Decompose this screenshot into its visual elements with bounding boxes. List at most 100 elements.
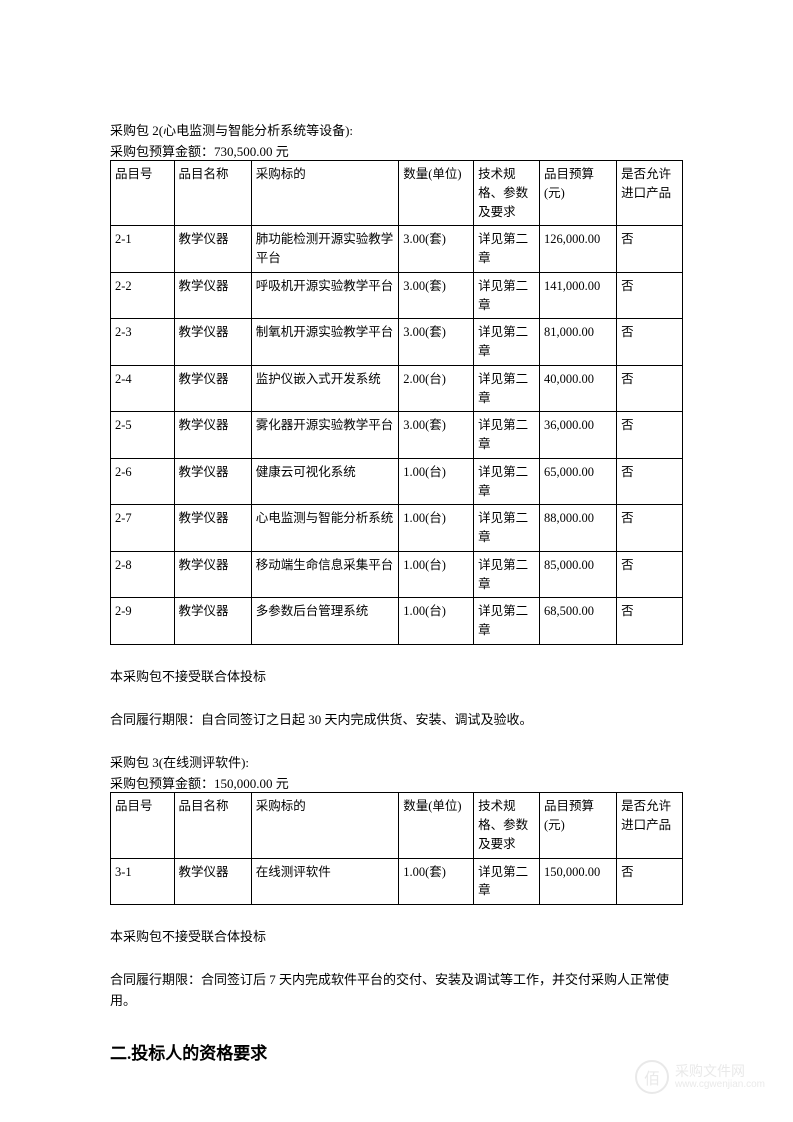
- table-row: 2-1 教学仪器 肺功能检测开源实验教学平台 3.00(套) 详见第二章 126…: [111, 226, 683, 273]
- table-row: 2-9 教学仪器 多参数后台管理系统 1.00(台) 详见第二章 68,500.…: [111, 598, 683, 645]
- cell-target: 在线测评软件: [251, 858, 399, 905]
- cell-qty: 1.00(台): [399, 458, 474, 505]
- header-id: 品目号: [111, 793, 175, 858]
- cell-qty: 3.00(套): [399, 319, 474, 366]
- cell-import: 否: [617, 226, 683, 273]
- cell-tech: 详见第二章: [474, 226, 540, 273]
- cell-import: 否: [617, 598, 683, 645]
- cell-tech: 详见第二章: [474, 858, 540, 905]
- cell-target: 雾化器开源实验教学平台: [251, 412, 399, 459]
- cell-import: 否: [617, 458, 683, 505]
- watermark-icon: 佰: [635, 1060, 669, 1094]
- package3-title: 采购包 3(在线测评软件):: [110, 752, 683, 771]
- watermark-bottom: www.cgwenjian.com: [675, 1079, 765, 1091]
- package3-budget-value: 150,000.00 元: [214, 776, 289, 791]
- cell-qty: 2.00(台): [399, 365, 474, 412]
- cell-budget: 68,500.00: [539, 598, 616, 645]
- table-row: 2-6 教学仪器 健康云可视化系统 1.00(台) 详见第二章 65,000.0…: [111, 458, 683, 505]
- package3-table: 品目号 品目名称 采购标的 数量(单位) 技术规格、参数及要求 品目预算(元) …: [110, 792, 683, 905]
- cell-name: 教学仪器: [174, 365, 251, 412]
- cell-qty: 1.00(套): [399, 858, 474, 905]
- header-tech: 技术规格、参数及要求: [474, 161, 540, 226]
- header-name: 品目名称: [174, 793, 251, 858]
- cell-id: 2-2: [111, 272, 175, 319]
- cell-target: 监护仪嵌入式开发系统: [251, 365, 399, 412]
- cell-budget: 141,000.00: [539, 272, 616, 319]
- cell-id: 2-8: [111, 551, 175, 598]
- cell-budget: 126,000.00: [539, 226, 616, 273]
- table-row: 2-5 教学仪器 雾化器开源实验教学平台 3.00(套) 详见第二章 36,00…: [111, 412, 683, 459]
- header-import: 是否允许进口产品: [617, 793, 683, 858]
- cell-name: 教学仪器: [174, 858, 251, 905]
- table-header-row: 品目号 品目名称 采购标的 数量(单位) 技术规格、参数及要求 品目预算(元) …: [111, 161, 683, 226]
- cell-id: 2-3: [111, 319, 175, 366]
- cell-id: 2-1: [111, 226, 175, 273]
- cell-name: 教学仪器: [174, 458, 251, 505]
- watermark-top: 采购文件网: [675, 1063, 765, 1080]
- watermark-text: 采购文件网 www.cgwenjian.com: [675, 1063, 765, 1092]
- header-budget: 品目预算(元): [539, 793, 616, 858]
- package3-budget: 采购包预算金额：150,000.00 元: [110, 773, 683, 792]
- cell-target: 制氧机开源实验教学平台: [251, 319, 399, 366]
- cell-target: 肺功能检测开源实验教学平台: [251, 226, 399, 273]
- cell-budget: 88,000.00: [539, 505, 616, 552]
- package3-note1: 本采购包不接受联合体投标: [110, 927, 683, 948]
- cell-qty: 1.00(台): [399, 505, 474, 552]
- header-budget: 品目预算(元): [539, 161, 616, 226]
- cell-name: 教学仪器: [174, 412, 251, 459]
- cell-tech: 详见第二章: [474, 505, 540, 552]
- package2-title: 采购包 2(心电监测与智能分析系统等设备):: [110, 120, 683, 139]
- package2-budget-label: 采购包预算金额：: [110, 144, 214, 159]
- cell-name: 教学仪器: [174, 226, 251, 273]
- table-row: 2-2 教学仪器 呼吸机开源实验教学平台 3.00(套) 详见第二章 141,0…: [111, 272, 683, 319]
- cell-tech: 详见第二章: [474, 551, 540, 598]
- package3-note2: 合同履行期限：合同签订后 7 天内完成软件平台的交付、安装及调试等工作，并交付采…: [110, 970, 683, 1012]
- cell-qty: 1.00(台): [399, 598, 474, 645]
- cell-tech: 详见第二章: [474, 412, 540, 459]
- cell-tech: 详见第二章: [474, 458, 540, 505]
- header-qty: 数量(单位): [399, 793, 474, 858]
- watermark: 佰 采购文件网 www.cgwenjian.com: [635, 1060, 765, 1094]
- cell-name: 教学仪器: [174, 319, 251, 366]
- cell-tech: 详见第二章: [474, 598, 540, 645]
- section2-heading: 二.投标人的资格要求: [110, 1039, 683, 1064]
- cell-import: 否: [617, 412, 683, 459]
- package2-budget: 采购包预算金额：730,500.00 元: [110, 141, 683, 160]
- cell-id: 2-7: [111, 505, 175, 552]
- cell-name: 教学仪器: [174, 551, 251, 598]
- header-target: 采购标的: [251, 793, 399, 858]
- cell-import: 否: [617, 365, 683, 412]
- cell-name: 教学仪器: [174, 598, 251, 645]
- cell-target: 心电监测与智能分析系统: [251, 505, 399, 552]
- cell-name: 教学仪器: [174, 272, 251, 319]
- cell-tech: 详见第二章: [474, 319, 540, 366]
- cell-import: 否: [617, 319, 683, 366]
- cell-id: 2-6: [111, 458, 175, 505]
- cell-qty: 3.00(套): [399, 412, 474, 459]
- table-row: 3-1 教学仪器 在线测评软件 1.00(套) 详见第二章 150,000.00…: [111, 858, 683, 905]
- cell-qty: 1.00(台): [399, 551, 474, 598]
- package2-budget-value: 730,500.00 元: [214, 144, 289, 159]
- cell-budget: 81,000.00: [539, 319, 616, 366]
- package3-budget-label: 采购包预算金额：: [110, 776, 214, 791]
- header-qty: 数量(单位): [399, 161, 474, 226]
- cell-id: 3-1: [111, 858, 175, 905]
- table-header-row: 品目号 品目名称 采购标的 数量(单位) 技术规格、参数及要求 品目预算(元) …: [111, 793, 683, 858]
- cell-budget: 65,000.00: [539, 458, 616, 505]
- header-import: 是否允许进口产品: [617, 161, 683, 226]
- table-row: 2-7 教学仪器 心电监测与智能分析系统 1.00(台) 详见第二章 88,00…: [111, 505, 683, 552]
- header-name: 品目名称: [174, 161, 251, 226]
- cell-id: 2-5: [111, 412, 175, 459]
- package2-note1: 本采购包不接受联合体投标: [110, 667, 683, 688]
- cell-id: 2-9: [111, 598, 175, 645]
- package2-note2: 合同履行期限：自合同签订之日起 30 天内完成供货、安装、调试及验收。: [110, 710, 683, 731]
- cell-target: 移动端生命信息采集平台: [251, 551, 399, 598]
- cell-target: 健康云可视化系统: [251, 458, 399, 505]
- header-tech: 技术规格、参数及要求: [474, 793, 540, 858]
- table-row: 2-3 教学仪器 制氧机开源实验教学平台 3.00(套) 详见第二章 81,00…: [111, 319, 683, 366]
- cell-target: 多参数后台管理系统: [251, 598, 399, 645]
- package2-table: 品目号 品目名称 采购标的 数量(单位) 技术规格、参数及要求 品目预算(元) …: [110, 160, 683, 645]
- cell-qty: 3.00(套): [399, 226, 474, 273]
- table-row: 2-4 教学仪器 监护仪嵌入式开发系统 2.00(台) 详见第二章 40,000…: [111, 365, 683, 412]
- header-id: 品目号: [111, 161, 175, 226]
